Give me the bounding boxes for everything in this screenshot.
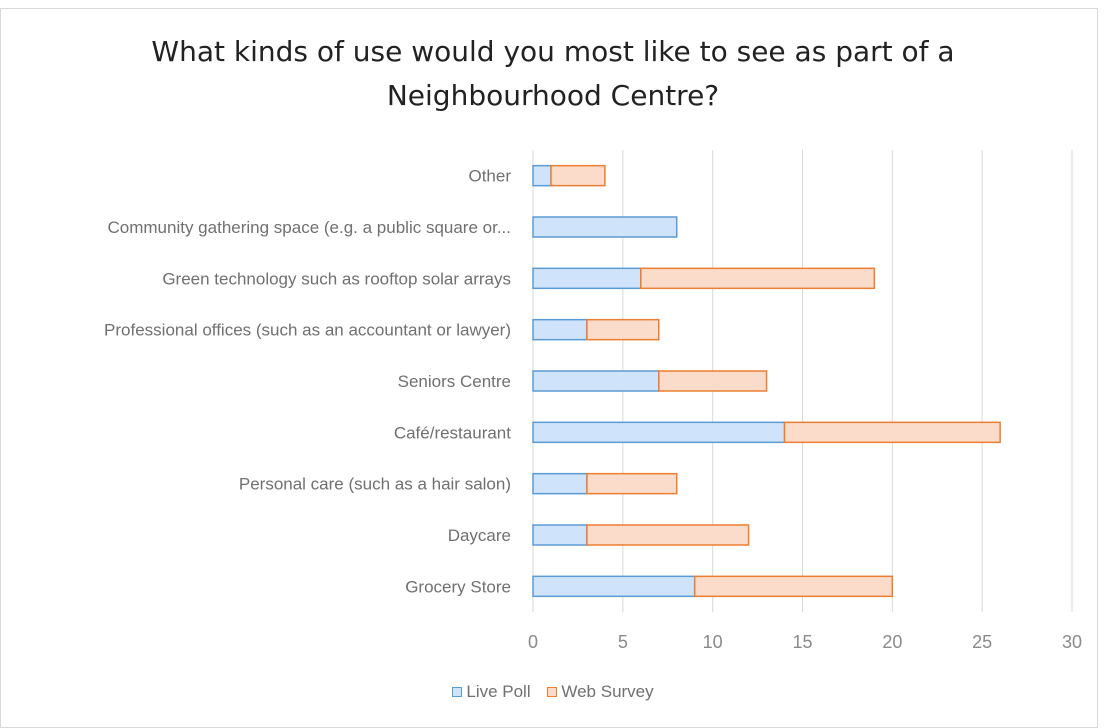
legend: Live Poll Web Survey bbox=[0, 682, 1106, 702]
x-tick-label-0: 0 bbox=[528, 632, 538, 652]
bar-web-survey-0 bbox=[550, 164, 606, 187]
chart-frame bbox=[0, 8, 1098, 728]
x-tick-label-15: 15 bbox=[792, 632, 812, 652]
category-label-5: Café/restaurant bbox=[394, 423, 511, 442]
legend-swatch-live-poll bbox=[452, 687, 463, 697]
bar-live-poll-3 bbox=[532, 318, 588, 341]
x-tick-label-20: 20 bbox=[882, 632, 902, 652]
chart-title: What kinds of use would you most like to… bbox=[0, 30, 1106, 118]
bar-live-poll-5 bbox=[532, 421, 786, 444]
category-label-1: Community gathering space (e.g. a public… bbox=[108, 218, 512, 237]
category-label-7: Daycare bbox=[448, 526, 511, 545]
x-tick-label-5: 5 bbox=[618, 632, 628, 652]
category-label-8: Grocery Store bbox=[405, 577, 511, 596]
bar-web-survey-5 bbox=[783, 421, 1001, 444]
bar-web-survey-2 bbox=[640, 267, 876, 290]
chart-title-line-1: What kinds of use would you most like to… bbox=[151, 35, 955, 68]
category-label-0: Other bbox=[468, 167, 511, 186]
category-label-3: Professional offices (such as an account… bbox=[104, 321, 511, 340]
x-tick-label-25: 25 bbox=[972, 632, 992, 652]
legend-label-web-survey: Web Survey bbox=[561, 682, 654, 701]
bar-live-poll-7 bbox=[532, 524, 588, 546]
category-label-4: Seniors Centre bbox=[398, 372, 511, 391]
legend-label-live-poll: Live Poll bbox=[466, 682, 531, 701]
bar-web-survey-6 bbox=[586, 472, 678, 495]
bar-live-poll-0 bbox=[532, 164, 552, 187]
bar-live-poll-4 bbox=[532, 370, 660, 392]
bar-live-poll-8 bbox=[532, 575, 696, 598]
legend-item-web-survey: Web Survey bbox=[547, 682, 654, 702]
legend-swatch-web-survey bbox=[547, 687, 558, 697]
bar-web-survey-7 bbox=[586, 524, 750, 546]
bar-live-poll-2 bbox=[532, 267, 642, 290]
chart-title-line-2: Neighbourhood Centre? bbox=[386, 79, 720, 112]
bar-web-survey-3 bbox=[586, 318, 660, 341]
bar-live-poll-1 bbox=[532, 216, 678, 238]
bar-web-survey-4 bbox=[658, 370, 768, 392]
x-tick-label-10: 10 bbox=[703, 632, 723, 652]
legend-item-live-poll: Live Poll bbox=[452, 682, 531, 702]
x-tick-label-30: 30 bbox=[1062, 632, 1082, 652]
bar-live-poll-6 bbox=[532, 472, 588, 495]
bar-web-survey-8 bbox=[693, 575, 894, 598]
category-label-6: Personal care (such as a hair salon) bbox=[239, 475, 511, 494]
category-label-2: Green technology such as rooftop solar a… bbox=[162, 269, 511, 288]
